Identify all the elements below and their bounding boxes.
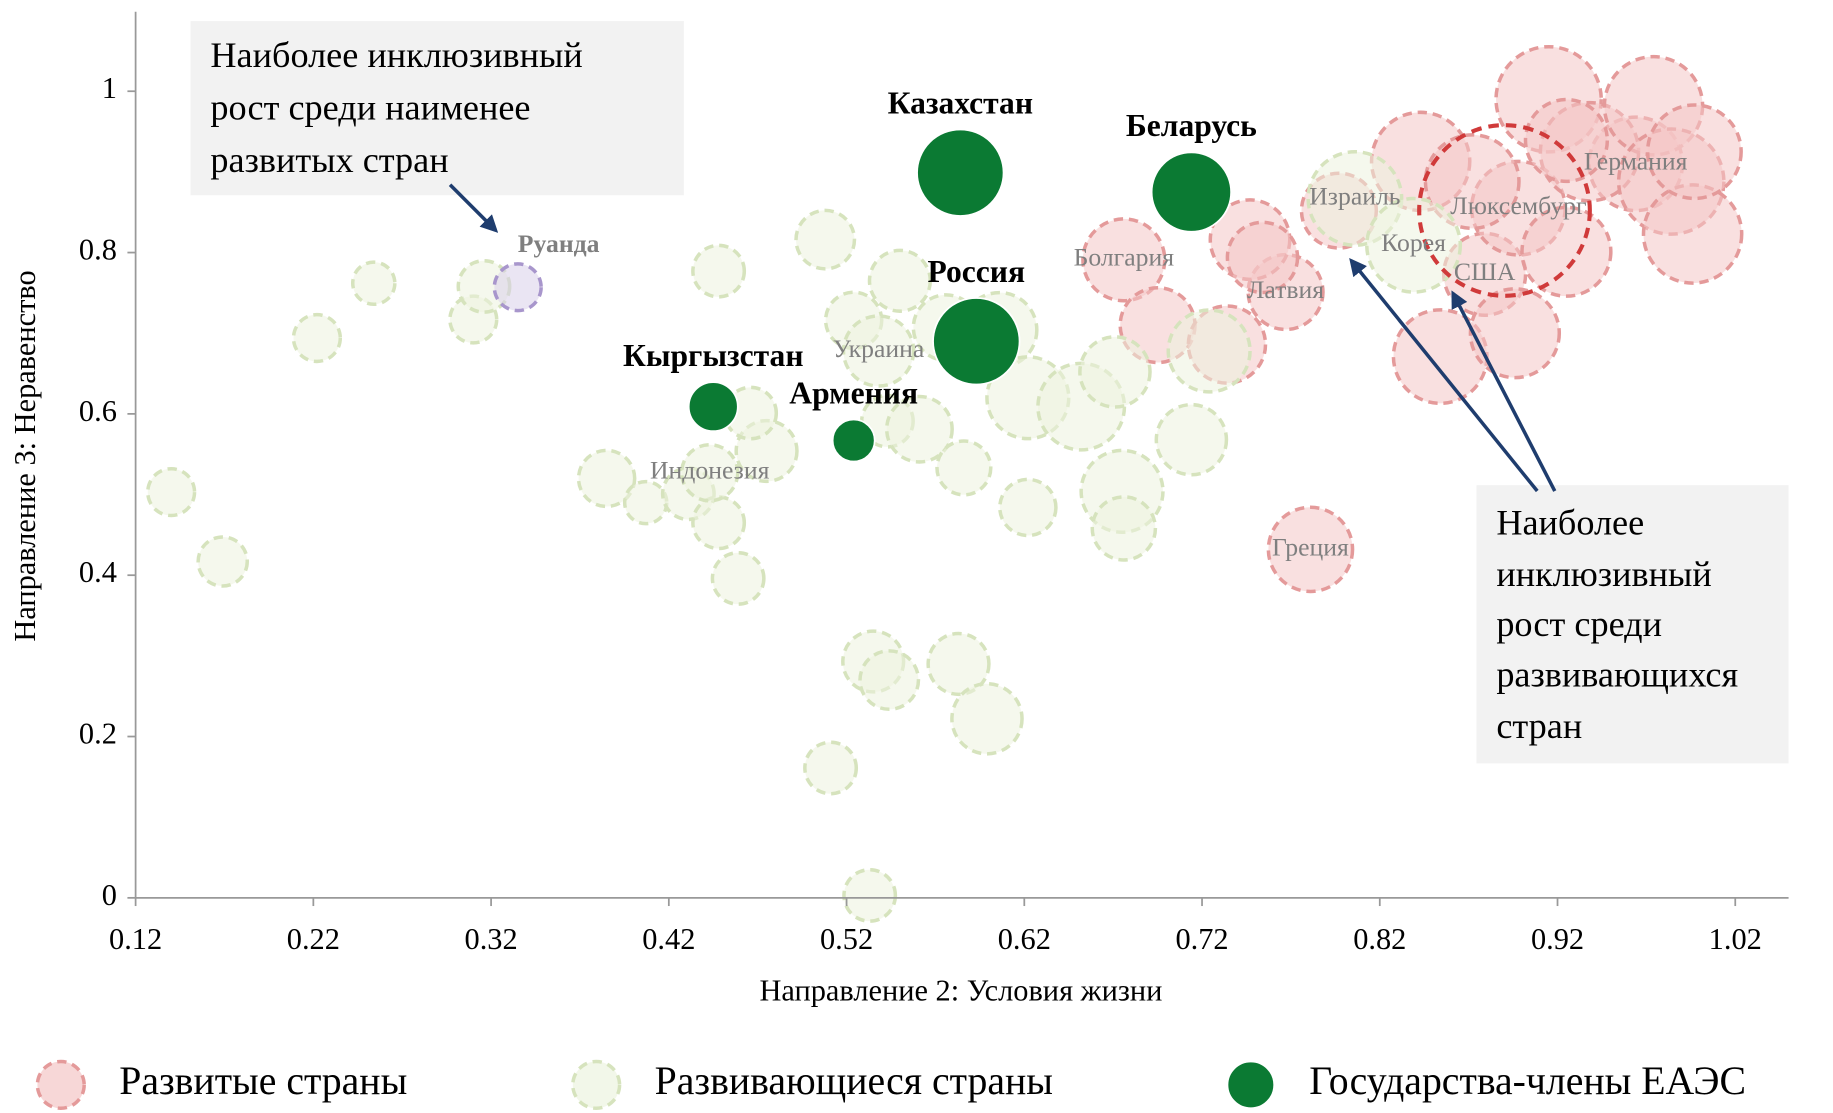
bubble	[932, 297, 1021, 386]
highlight-ring	[1417, 123, 1592, 298]
bubble	[842, 867, 898, 923]
annotation-text: инклюзивный	[1496, 554, 1711, 594]
bubble	[1641, 183, 1744, 285]
annotation-text: рост среди наименее	[210, 87, 530, 127]
bubble	[622, 479, 669, 526]
point-label: Корея	[1381, 228, 1446, 257]
bubble	[1154, 402, 1229, 477]
bubble	[1166, 308, 1252, 394]
annotation-text: развивающихся	[1496, 654, 1738, 694]
annotation-arrow	[1349, 258, 1539, 493]
annotation-arrow	[1451, 290, 1557, 492]
x-tick-label: 0.12	[109, 922, 162, 956]
bubble	[1266, 505, 1355, 594]
bubble	[691, 243, 747, 299]
legend-label: Государства-члены ЕАЭС	[1309, 1059, 1746, 1103]
bubble	[1090, 495, 1158, 562]
bubble	[858, 649, 921, 712]
point-label: Руанда	[518, 229, 600, 258]
legend: Развитые страны Развивающиеся страны Госуд…	[35, 1059, 1746, 1111]
bubble	[350, 260, 397, 307]
bubble	[1081, 217, 1167, 303]
legend-label: Развивающиеся страны	[655, 1059, 1053, 1103]
point-labels: Болгария Латвия Греция США Люксембург Германи…	[518, 85, 1688, 561]
bubble	[679, 442, 740, 503]
bubble	[1520, 205, 1613, 298]
legend-swatch	[571, 1059, 622, 1111]
legend-swatch	[35, 1059, 86, 1111]
point-label: Казахстан	[888, 85, 1033, 120]
x-tick-label: 0.72	[1175, 922, 1228, 956]
bubble	[831, 418, 876, 463]
y-tick-label: 0.4	[79, 555, 117, 589]
point-label: США	[1454, 257, 1516, 286]
annotation-arrow	[448, 183, 499, 233]
x-tick-label: 0.52	[820, 922, 873, 956]
bubble	[196, 535, 249, 588]
bubble	[935, 439, 993, 497]
x-tick-label: 0.42	[642, 922, 695, 956]
bubble	[291, 312, 343, 364]
y-tick-label: 0.6	[79, 394, 117, 428]
point-label: Украина	[833, 334, 925, 363]
x-tick-label: 0.82	[1353, 922, 1406, 956]
bubble	[916, 128, 1005, 217]
point-label: Кыргызстан	[623, 338, 804, 373]
annotation-text: стран	[1496, 706, 1582, 746]
point-label: Беларусь	[1126, 108, 1257, 143]
annotation-box	[190, 21, 684, 196]
y-tick-label: 1	[102, 71, 117, 105]
bubble	[1365, 196, 1463, 294]
annotation-text: развитых стран	[210, 140, 448, 180]
plot-area	[146, 44, 1744, 923]
y-tick-label: 0	[102, 878, 117, 912]
bubble	[950, 681, 1024, 756]
point-label: Германия	[1584, 147, 1688, 176]
bubble	[710, 550, 766, 606]
bubble	[1225, 220, 1300, 295]
bubble	[1423, 133, 1521, 231]
point-label: Россия	[928, 254, 1026, 289]
bubble	[146, 466, 197, 518]
point-label: Индонезия	[650, 456, 770, 485]
bubble	[1150, 151, 1232, 233]
x-tick-label: 0.22	[287, 922, 340, 956]
bubble	[576, 448, 637, 509]
x-axis-label: Направление 2: Условия жизни	[759, 974, 1162, 1008]
annotation-box	[1476, 485, 1789, 764]
annotation-text: Наиболее	[1496, 502, 1644, 542]
point-label: Болгария	[1074, 243, 1175, 272]
bubble	[687, 381, 739, 433]
bubble	[1078, 335, 1152, 409]
bubble	[794, 208, 857, 271]
legend-label: Развитые страны	[119, 1059, 407, 1103]
x-tick-label: 0.62	[998, 922, 1051, 956]
bubble	[998, 477, 1058, 538]
y-axis-label: Направление 3: Неравенство	[8, 270, 42, 641]
bubble	[926, 631, 991, 697]
bubble	[1523, 97, 1610, 184]
bubble	[841, 314, 916, 388]
bubble	[884, 394, 954, 464]
point-label: Латвия	[1247, 275, 1324, 304]
bubble	[867, 248, 933, 313]
legend-swatch	[1226, 1060, 1276, 1110]
point-label: Израиль	[1309, 181, 1400, 210]
annotation-text: рост среди	[1496, 604, 1662, 644]
x-tick-label: 1.02	[1709, 922, 1762, 956]
bubble	[691, 495, 747, 551]
annotation-text: Наиболее инклюзивный	[210, 35, 582, 75]
bubble	[1645, 103, 1743, 201]
y-tick-label: 0.2	[79, 716, 117, 750]
x-tick-label: 0.32	[465, 922, 518, 956]
bubble	[803, 740, 859, 796]
point-label: Армения	[789, 375, 918, 410]
bubble	[1468, 287, 1562, 380]
y-tick-label: 0.8	[79, 233, 117, 267]
bubble	[492, 262, 543, 313]
x-tick-label: 0.92	[1531, 922, 1584, 956]
point-label: Люксембург	[1450, 191, 1586, 220]
point-label: Греция	[1272, 532, 1349, 561]
